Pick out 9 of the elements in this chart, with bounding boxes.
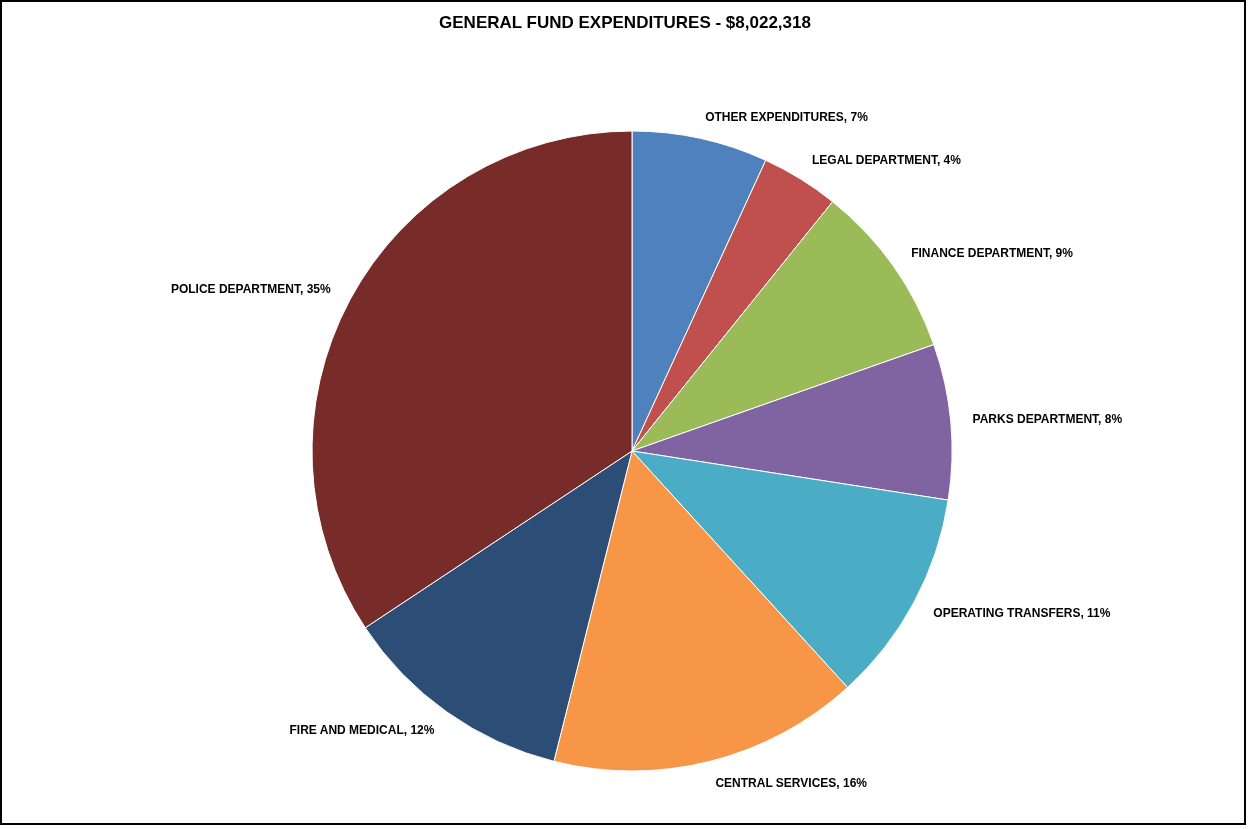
slice-label: CENTRAL SERVICES, 16% — [715, 775, 868, 790]
slice-label: OPERATING TRANSFERS, 11% — [933, 605, 1111, 620]
chart-title: GENERAL FUND EXPENDITURES - $8,022,318 — [439, 13, 811, 32]
slice-label: FIRE AND MEDICAL, 12% — [289, 723, 435, 738]
slice-label: FINANCE DEPARTMENT, 9% — [911, 246, 1074, 261]
slice-label: PARKS DEPARTMENT, 8% — [972, 412, 1123, 427]
slice-label: OTHER EXPENDITURES, 7% — [705, 109, 869, 124]
slice-label: POLICE DEPARTMENT, 35% — [170, 282, 332, 297]
slice-label: LEGAL DEPARTMENT, 4% — [812, 153, 962, 168]
